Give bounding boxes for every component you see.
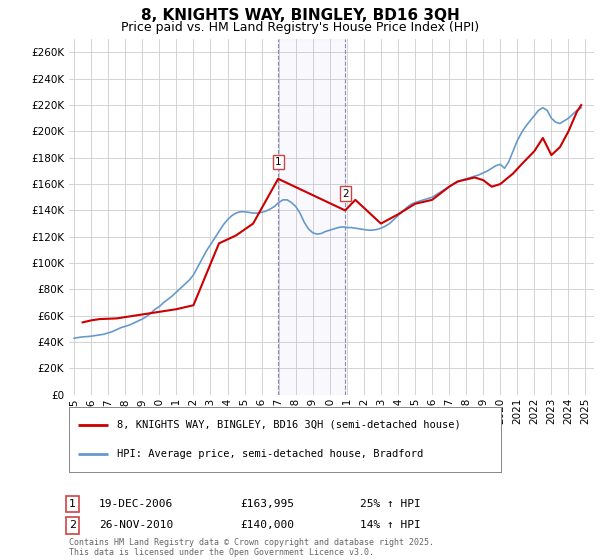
Text: 1: 1 — [275, 157, 281, 167]
Text: 26-NOV-2010: 26-NOV-2010 — [99, 520, 173, 530]
Text: £140,000: £140,000 — [240, 520, 294, 530]
Text: 1: 1 — [69, 499, 76, 509]
Text: Price paid vs. HM Land Registry's House Price Index (HPI): Price paid vs. HM Land Registry's House … — [121, 21, 479, 34]
Text: 2: 2 — [342, 189, 349, 199]
Text: 19-DEC-2006: 19-DEC-2006 — [99, 499, 173, 509]
Text: 14% ↑ HPI: 14% ↑ HPI — [360, 520, 421, 530]
Text: HPI: Average price, semi-detached house, Bradford: HPI: Average price, semi-detached house,… — [116, 449, 423, 459]
Text: Contains HM Land Registry data © Crown copyright and database right 2025.
This d: Contains HM Land Registry data © Crown c… — [69, 538, 434, 557]
Text: £163,995: £163,995 — [240, 499, 294, 509]
Text: 8, KNIGHTS WAY, BINGLEY, BD16 3QH (semi-detached house): 8, KNIGHTS WAY, BINGLEY, BD16 3QH (semi-… — [116, 419, 460, 430]
Text: 2: 2 — [69, 520, 76, 530]
Text: 25% ↑ HPI: 25% ↑ HPI — [360, 499, 421, 509]
Text: 8, KNIGHTS WAY, BINGLEY, BD16 3QH: 8, KNIGHTS WAY, BINGLEY, BD16 3QH — [140, 8, 460, 24]
Bar — [278, 39, 345, 395]
